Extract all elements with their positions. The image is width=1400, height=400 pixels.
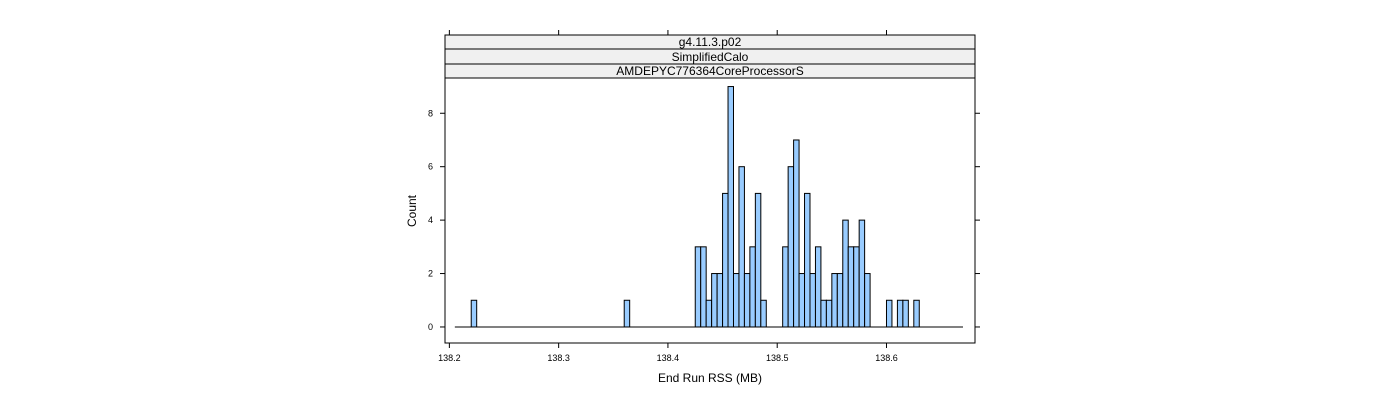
histogram-bar: [831, 273, 838, 328]
histogram-bar: [623, 299, 631, 328]
histogram-bar: [470, 299, 478, 328]
x-tick-label: 138.3: [547, 353, 570, 363]
histogram-bar: [705, 299, 713, 328]
strip-group: g4.11.3.p02 SimplifiedCalo AMDEPYC776364…: [444, 34, 976, 79]
histogram-bar: [913, 299, 920, 328]
histogram-bar: [716, 273, 724, 328]
histogram-bar: [825, 299, 833, 328]
histogram-bar: [804, 192, 811, 328]
panel-frame: [444, 77, 976, 344]
histogram-bar: [743, 273, 751, 328]
histogram-bar: [847, 246, 855, 328]
y-tick-label: 0: [428, 322, 433, 332]
histogram-bar: [711, 273, 718, 328]
histogram-bar: [853, 246, 860, 328]
x-tick-label: 138.4: [657, 353, 680, 363]
histogram-bar: [760, 299, 767, 328]
y-tick-label: 4: [428, 215, 433, 225]
histogram-bar: [782, 246, 789, 328]
histogram-bar: [842, 219, 849, 328]
histogram-bar: [896, 299, 904, 328]
strip-label-test: SimplifiedCalo: [672, 50, 749, 64]
histogram-bar: [820, 299, 827, 328]
histogram-bar: [722, 192, 729, 328]
histogram-bar: [732, 273, 740, 328]
histogram-bar: [858, 219, 866, 328]
histogram-bar: [902, 299, 909, 328]
y-tick-label: 8: [428, 108, 433, 118]
y-tick-label: 2: [428, 269, 433, 279]
histogram-bar: [864, 273, 871, 328]
axis-ticks: 138.2 138.3 138.4 138.5 138.6 0 2 4 6 8: [428, 30, 980, 363]
histogram-bar: [749, 246, 756, 328]
histogram-bar: [694, 246, 702, 328]
x-tick-label: 138.5: [766, 353, 789, 363]
histogram-bar: [836, 273, 844, 328]
x-axis-title: End Run RSS (MB): [658, 371, 762, 385]
y-tick-label: 6: [428, 162, 433, 172]
y-axis-title: Count: [405, 194, 419, 227]
histogram-bar: [754, 192, 762, 328]
histogram-bar: [727, 86, 734, 328]
strip-label-version: g4.11.3.p02: [679, 35, 742, 49]
histogram-bar: [798, 273, 806, 328]
histogram-bar: [885, 299, 893, 328]
histogram-bar: [814, 246, 822, 328]
histogram-bar: [738, 166, 745, 328]
histogram-bar: [809, 273, 816, 328]
histogram-bars: [454, 86, 963, 328]
x-tick-label: 138.2: [438, 353, 461, 363]
histogram-bar: [700, 246, 707, 328]
strip-label-cpu: AMDEPYC776364CoreProcessorS: [616, 64, 803, 78]
x-tick-label: 138.6: [875, 353, 898, 363]
histogram-bar: [793, 139, 800, 328]
histogram-bar: [787, 166, 795, 328]
